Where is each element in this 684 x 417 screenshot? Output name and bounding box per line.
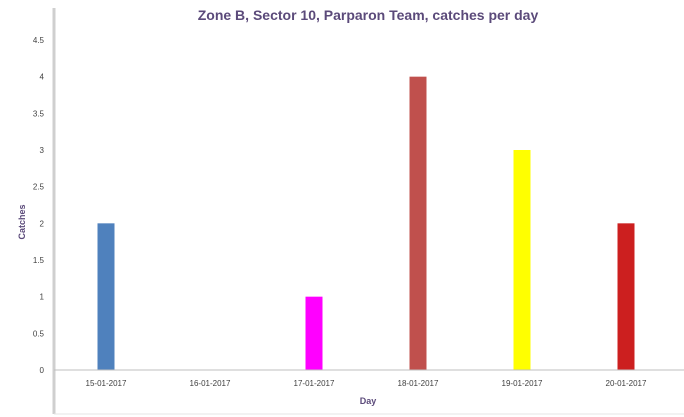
x-tick-label: 19-01-2017 (502, 379, 543, 388)
x-tick-label: 16-01-2017 (190, 379, 231, 388)
x-axis-title: Day (360, 396, 377, 406)
bar-15-01-2017 (97, 223, 115, 370)
y-tick-label: 1 (40, 293, 45, 302)
bar-20-01-2017 (617, 223, 635, 370)
bar-17-01-2017 (305, 296, 323, 370)
y-tick-label: 1.5 (33, 256, 45, 265)
bars (97, 76, 635, 371)
bar-19-01-2017 (513, 150, 531, 370)
y-tick-label: 0.5 (33, 329, 45, 338)
x-axis-ticks: 15-01-2017 16-01-2017 17-01-2017 18-01-2017… (86, 379, 647, 388)
x-tick-label: 17-01-2017 (294, 379, 335, 388)
chart-title: Zone B, Sector 10, Parparon Team, catche… (198, 7, 539, 23)
y-tick-label: 3.5 (33, 109, 45, 118)
bar-18-01-2017 (409, 76, 427, 371)
x-tick-label: 18-01-2017 (398, 379, 439, 388)
x-tick-label: 15-01-2017 (86, 379, 127, 388)
x-tick-label: 20-01-2017 (606, 379, 647, 388)
y-axis-title: Catches (17, 204, 27, 239)
y-tick-label: 4 (40, 73, 45, 82)
y-tick-label: 4.5 (33, 36, 45, 45)
y-axis-ticks: 0 0.5 1 1.5 2 2.5 3 3.5 4 4.5 (33, 36, 45, 375)
y-tick-label: 3 (40, 146, 45, 155)
y-tick-label: 2 (40, 219, 45, 228)
y-tick-label: 0 (40, 366, 45, 375)
y-tick-label: 2.5 (33, 183, 45, 192)
